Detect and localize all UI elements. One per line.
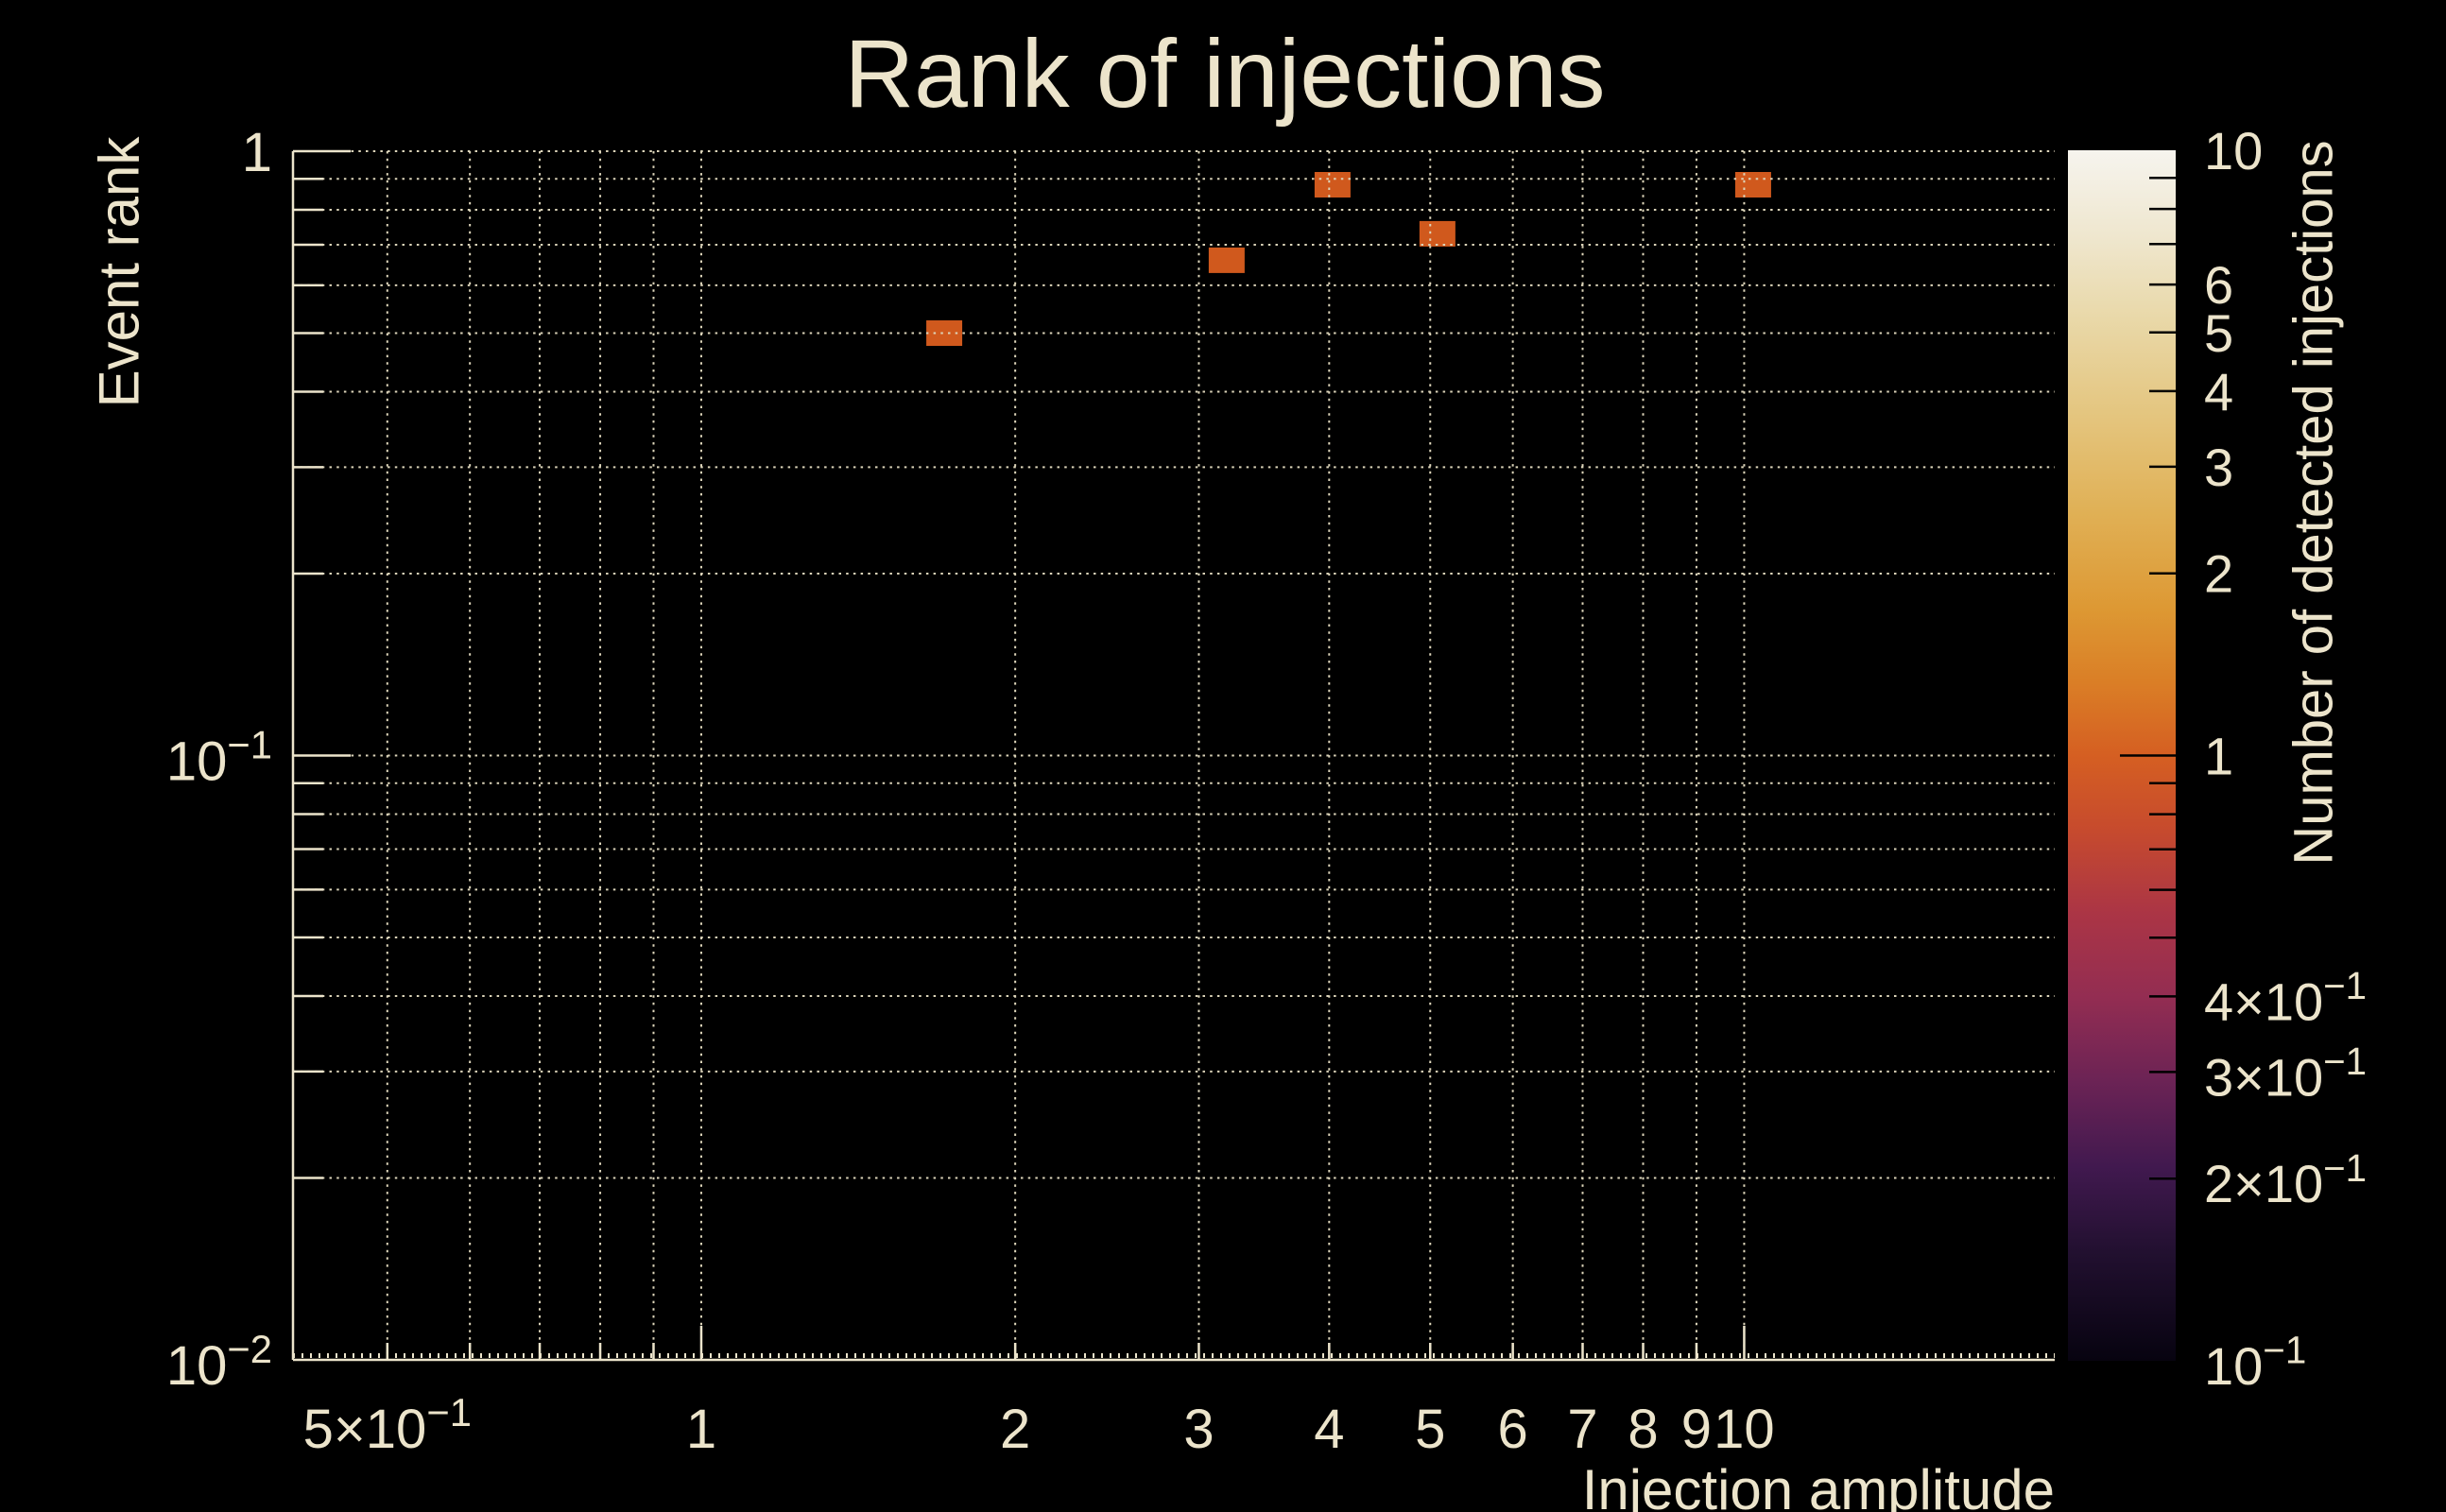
x-tick-label: 10 xyxy=(1714,1399,1775,1460)
colorbar-tick-label: 2 xyxy=(2204,544,2233,604)
colorbar-tick-label: 3×10−1 xyxy=(2204,1040,2367,1107)
y-tick-label: 10−2 xyxy=(166,1327,272,1397)
x-tick-label: 5×10−1 xyxy=(303,1390,472,1460)
y-tick-label: 1 xyxy=(242,122,272,183)
x-tick-label: 9 xyxy=(1681,1399,1712,1460)
y-tick-label: 10−1 xyxy=(166,722,272,792)
x-tick-label: 2 xyxy=(1000,1399,1030,1460)
x-tick-label: 4 xyxy=(1314,1399,1344,1460)
colorbar-tick-label: 4×10−1 xyxy=(2204,964,2367,1031)
colorbar-tick-label: 5 xyxy=(2204,303,2233,363)
x-tick-label: 3 xyxy=(1183,1399,1214,1460)
y-axis-title: Event rank xyxy=(87,136,151,408)
data-marker xyxy=(1734,172,1771,198)
colorbar-tick-label: 10−1 xyxy=(2204,1329,2306,1396)
colorbar-tick-label: 4 xyxy=(2204,362,2233,421)
colorbar-tick-label: 10 xyxy=(2204,121,2263,180)
colorbar-tick-label: 3 xyxy=(2204,438,2233,497)
x-axis-title: Injection amplitude xyxy=(1581,1458,2055,1512)
colorbar-tick-label: 6 xyxy=(2204,255,2233,315)
data-marker xyxy=(1208,247,1245,273)
x-tick-label: 8 xyxy=(1628,1399,1658,1460)
x-tick-label: 1 xyxy=(686,1399,716,1460)
colorbar-tick-label: 2×10−1 xyxy=(2204,1146,2367,1213)
plot-title: Rank of injections xyxy=(844,20,1606,128)
colorbar-axis-title: Number of detected injections xyxy=(2282,140,2345,866)
data-marker xyxy=(1314,172,1351,198)
x-tick-label: 6 xyxy=(1498,1399,1528,1460)
colorbar-tick-label: 1 xyxy=(2204,727,2233,786)
x-tick-label: 7 xyxy=(1567,1399,1597,1460)
x-tick-label: 5 xyxy=(1415,1399,1445,1460)
data-marker xyxy=(1419,220,1456,247)
